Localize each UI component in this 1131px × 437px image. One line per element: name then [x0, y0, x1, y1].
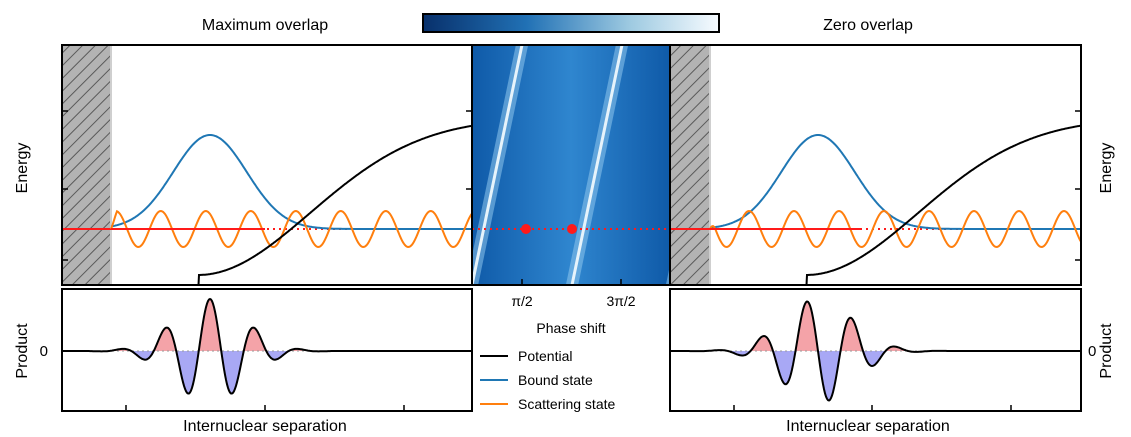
right-zero-tick: 0 — [1088, 343, 1096, 360]
left-energy-panel — [61, 44, 473, 286]
left-product-label: Product — [14, 323, 31, 379]
right-wall-hatch — [670, 45, 710, 285]
phase-heatmap: π/2 3π/2 Phase shift — [471, 44, 671, 336]
right-product-panel: Internuclear separation — [669, 288, 1082, 435]
legend-bound-label: Bound state — [518, 372, 593, 388]
legend-potential-label: Potential — [518, 348, 572, 364]
heatmap-bands — [472, 45, 670, 285]
marker-zero-overlap — [567, 224, 577, 234]
marker-maximum-overlap — [521, 224, 531, 234]
right-x-axis-label: Internuclear separation — [786, 418, 950, 435]
left-x-axis-label: Internuclear separation — [183, 418, 347, 435]
right-product-negative-fill — [670, 351, 1081, 401]
right-energy-label: Energy — [1098, 143, 1115, 194]
left-energy-label: Energy — [14, 143, 31, 194]
right-title: Zero overlap — [823, 17, 913, 34]
phase-tick-three-pi-half: 3π/2 — [606, 293, 635, 309]
right-scattering-state — [709, 209, 1081, 249]
right-energy-ticks — [1075, 110, 1081, 261]
left-zero-tick: 0 — [40, 343, 48, 360]
right-bound-state — [709, 134, 1081, 230]
left-bound-state — [110, 134, 472, 230]
left-product-frame — [61, 288, 473, 412]
phase-shift-label: Phase shift — [536, 320, 605, 336]
left-potential — [137, 124, 472, 285]
left-scattering-state — [110, 209, 472, 249]
left-energy-ticks — [62, 110, 472, 261]
right-energy-frame — [669, 44, 1082, 286]
left-product-positive-fill — [62, 299, 472, 351]
left-title: Maximum overlap — [202, 17, 328, 34]
colorbar — [422, 13, 720, 33]
left-product-ticks — [125, 405, 405, 411]
left-product-curve — [62, 297, 472, 395]
right-product-frame — [669, 288, 1082, 412]
right-energy-panel — [669, 44, 1082, 286]
right-product-curve — [670, 300, 1081, 402]
right-potential — [805, 124, 1081, 285]
left-product-negative-fill — [62, 351, 472, 394]
legend-scattering-label: Scattering state — [518, 396, 615, 412]
phase-tick-pi-half: π/2 — [511, 293, 533, 309]
heatmap-background — [472, 45, 670, 285]
right-product-label: Product — [1098, 323, 1115, 379]
right-product-ticks — [733, 405, 1012, 411]
right-product-positive-fill — [670, 301, 1081, 351]
heatmap-band-1 — [472, 45, 524, 285]
heatmap-band-2 — [570, 45, 624, 285]
legend: Potential Bound state Scattering state — [480, 348, 615, 412]
left-product-panel: Internuclear separation — [61, 288, 473, 435]
heatmap-ticks — [521, 279, 622, 285]
left-wall-hatch — [62, 45, 111, 285]
